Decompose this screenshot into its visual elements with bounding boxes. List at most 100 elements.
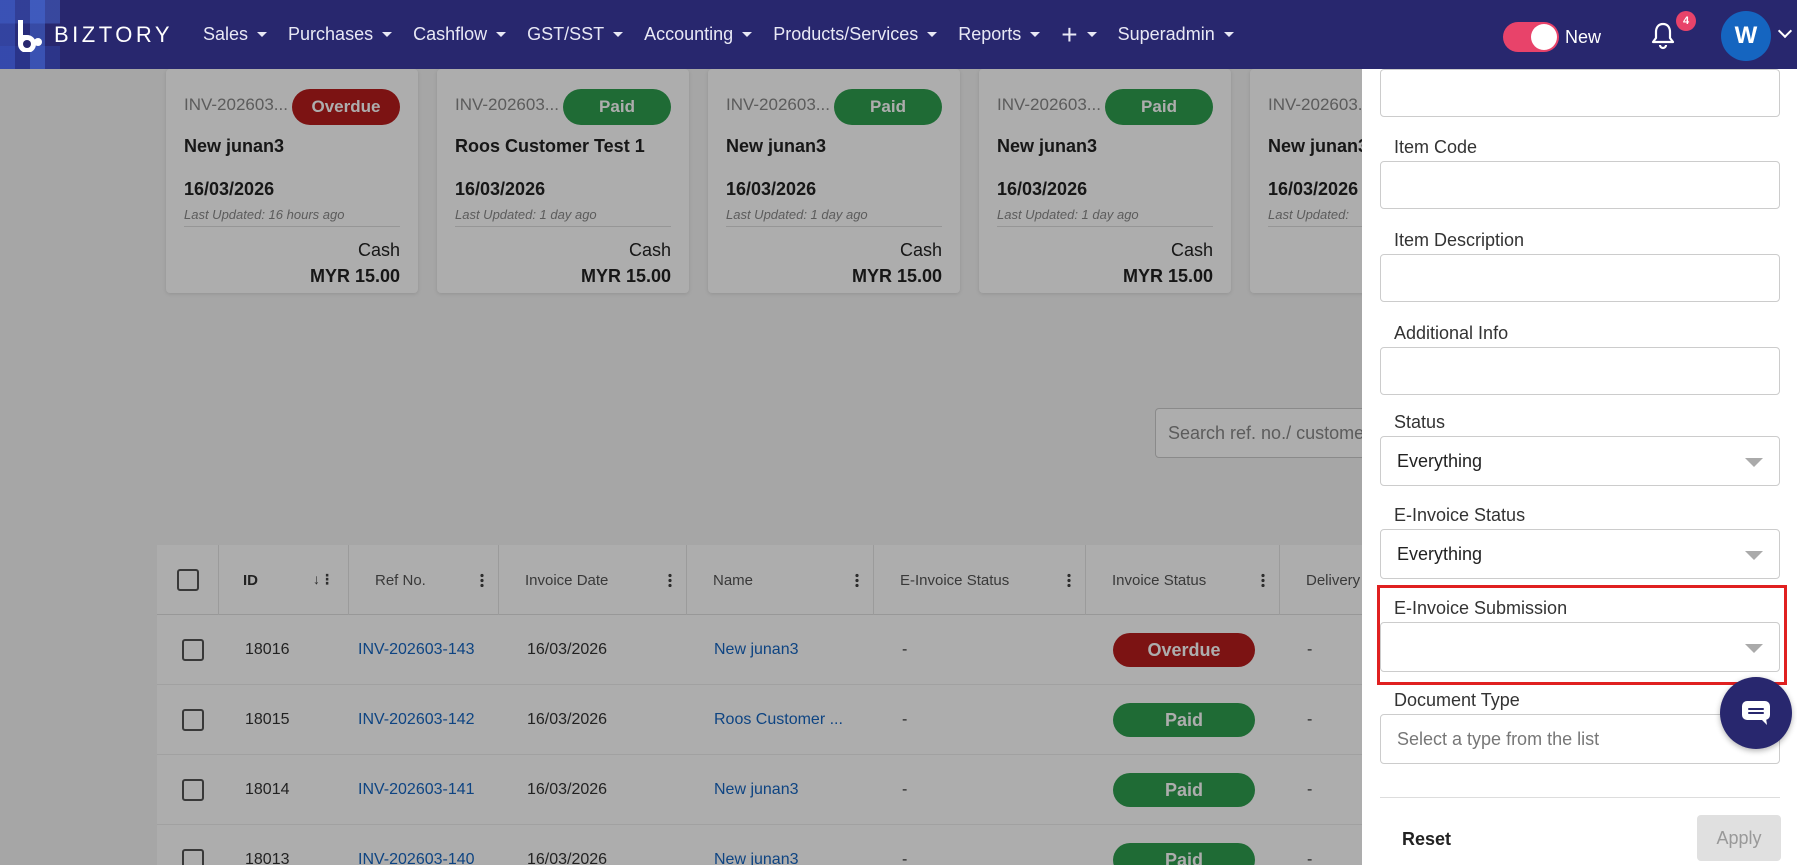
cell-id: 18016 [245,641,290,658]
cell-delivery: - [1307,781,1313,798]
einvoice-status-label: E-Invoice Status [1394,505,1526,525]
chevron-down-icon [1745,644,1763,653]
row-checkbox[interactable] [182,639,204,661]
additional-info-input[interactable] [1380,347,1780,395]
item-description-input[interactable] [1380,254,1780,302]
bell-icon[interactable] [1648,20,1678,50]
nav-superadmin[interactable]: Superadmin [1118,24,1234,45]
toggle-switch[interactable] [1503,22,1559,52]
notification-badge: 4 [1676,11,1696,31]
card-payment-method: Cash [357,240,400,260]
chevron-down-icon[interactable] [1777,23,1793,39]
chevron-down-icon [1745,551,1763,560]
invoice-card[interactable]: INV-202603... Overdue New junan3 16/03/2… [166,69,418,293]
table-row[interactable]: 18015 INV-202603-142 16/03/2026 Roos Cus… [157,685,1407,755]
table-row[interactable]: 18013 INV-202603-140 16/03/2026 New juna… [157,825,1407,865]
nav-reports[interactable]: Reports [958,24,1041,45]
document-type-select[interactable]: Select a type from the list [1380,714,1780,764]
card-date: 16/03/2026 [184,179,275,199]
column-header-invoice-date[interactable]: Invoice Date [499,545,687,615]
cell-id: 18014 [245,781,290,798]
column-menu-icon[interactable] [1261,573,1265,587]
nav-purchases[interactable]: Purchases [288,24,393,45]
cell-delivery: - [1307,851,1313,865]
table-row[interactable]: 18014 INV-202603-141 16/03/2026 New juna… [157,755,1407,825]
additional-info-label: Additional Info [1394,323,1509,343]
column-menu-icon[interactable] [1067,573,1071,587]
status-select-value: Everything [1397,450,1483,471]
column-menu-icon[interactable] [668,573,672,587]
column-header-delivery[interactable]: Delivery [1280,545,1407,615]
row-checkbox[interactable] [182,849,204,865]
cell-ref-link[interactable]: INV-202603-141 [358,781,475,798]
card-customer-name: New junan3 [184,136,285,156]
apply-button[interactable]: Apply [1697,815,1781,861]
chevron-down-icon [1745,458,1763,467]
plus-icon: + [1061,18,1078,50]
biztory-logo-icon [18,20,42,52]
einvoice-submission-select[interactable] [1380,622,1780,672]
column-label: Ref No. [375,571,426,589]
cell-name-link[interactable]: New junan3 [714,781,799,798]
caret-down-icon [742,32,753,37]
cell-einvoice: - [902,641,908,658]
column-menu-icon[interactable] [480,573,484,587]
cell-ref-link[interactable]: INV-202603-142 [358,711,475,728]
cell-id: 18015 [245,711,290,728]
nav-products-services[interactable]: Products/Services [773,24,938,45]
sort-icon[interactable]: ↓⋮ [313,571,334,587]
invoice-card[interactable]: INV-202603... Paid New junan3 16/03/2026… [979,69,1231,293]
row-checkbox-cell [182,615,204,685]
avatar[interactable]: W [1721,11,1771,61]
card-customer-name: New junan3 [1268,136,1369,156]
nav-sales[interactable]: Sales [203,24,268,45]
cell-name-link[interactable]: New junan3 [714,851,799,865]
invoice-card[interactable]: INV-202603... Paid Roos Customer Test 1 … [437,69,689,293]
cell-name-link[interactable]: Roos Customer ... [714,711,843,728]
einvoice-status-select[interactable]: Everything [1380,529,1780,579]
column-header-ref[interactable]: Ref No. [349,545,499,615]
row-checkbox[interactable] [182,709,204,731]
row-checkbox[interactable] [182,779,204,801]
column-header-name[interactable]: Name [687,545,874,615]
status-select[interactable]: Everything [1380,436,1780,486]
nav-accounting[interactable]: Accounting [644,24,753,45]
biztory-logo[interactable]: BIZTORY [0,0,190,69]
invoice-table: ID ↓⋮ Ref No. Invoice Date Name E-Invoic… [157,545,1407,865]
filter-input-previous[interactable] [1380,69,1780,117]
cell-einvoice: - [902,711,908,728]
column-label: Name [713,571,754,589]
cell-ref-link[interactable]: INV-202603-140 [358,851,475,865]
card-payment-method: Cash [1170,240,1213,260]
table-row[interactable]: 18016 INV-202603-143 16/03/2026 New juna… [157,615,1407,685]
item-code-input[interactable] [1380,161,1780,209]
column-header-id[interactable]: ID ↓⋮ [219,545,349,615]
einvoice-submission-label: E-Invoice Submission [1394,598,1568,618]
document-type-label: Document Type [1394,690,1520,710]
reset-button[interactable]: Reset [1402,829,1452,849]
caret-down-icon [257,32,268,37]
row-checkbox-cell [182,755,204,825]
card-amount: MYR 15.00 [309,266,400,286]
brand-name: BIZTORY [54,22,174,47]
modal-backdrop[interactable] [0,69,1362,865]
cell-name-link[interactable]: New junan3 [714,641,799,658]
chat-button[interactable] [1720,677,1792,749]
select-all-checkbox[interactable] [176,569,199,591]
nav-quick-add[interactable]: + [1061,18,1097,50]
item-description-label: Item Description [1394,230,1525,250]
nav-label: Sales [203,24,249,44]
column-header-invoice-status[interactable]: Invoice Status [1086,545,1280,615]
card-customer-name: New junan3 [997,136,1098,156]
new-ui-toggle[interactable]: New [1503,22,1601,52]
cell-date: 16/03/2026 [527,641,608,658]
column-menu-icon[interactable] [855,573,859,587]
nav-cashflow[interactable]: Cashflow [413,24,507,45]
logo-tiles [0,0,60,69]
column-header-einvoice-status[interactable]: E-Invoice Status [874,545,1086,615]
nav-gst-sst[interactable]: GST/SST [527,24,624,45]
row-checkbox-cell [182,685,204,755]
invoice-card[interactable]: INV-202603... Paid New junan3 16/03/2026… [708,69,960,293]
cell-date: 16/03/2026 [527,711,608,728]
cell-ref-link[interactable]: INV-202603-143 [358,641,475,658]
